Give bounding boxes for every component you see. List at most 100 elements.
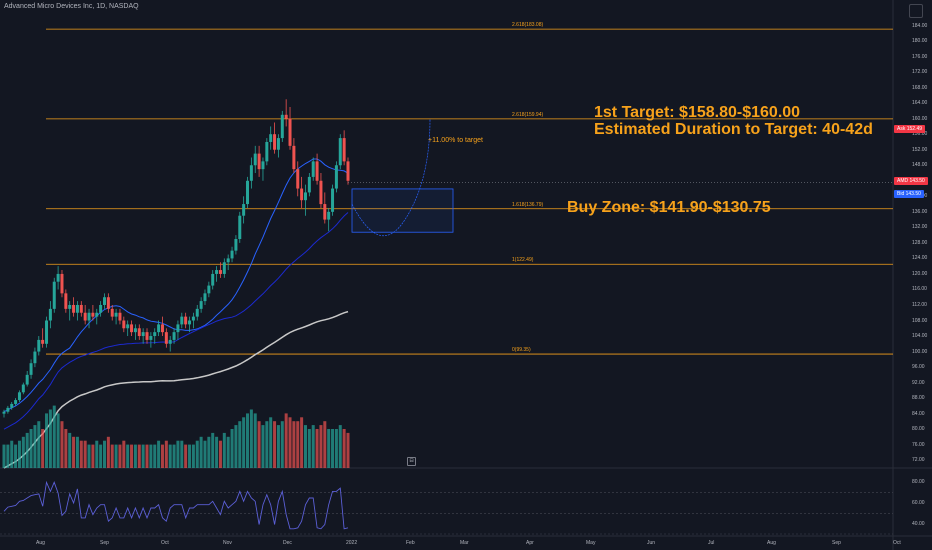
candle-body	[276, 138, 280, 150]
volume-bar	[29, 429, 33, 468]
candle-body	[141, 332, 145, 337]
volume-bar	[288, 417, 292, 468]
candle-body	[319, 180, 323, 205]
price-axis-tick: 112.00	[912, 301, 927, 308]
candle-body	[106, 297, 110, 309]
volume-bar	[122, 440, 126, 468]
candle-body	[215, 270, 219, 274]
volume-bar	[280, 421, 284, 468]
volume-bar	[64, 429, 68, 468]
candle-body	[253, 153, 257, 166]
price-axis-tick: 120.00	[912, 270, 928, 277]
candle-body	[99, 304, 103, 313]
volume-bar	[207, 436, 211, 468]
projection-path	[351, 118, 431, 237]
price-axis-tick: 180.00	[912, 38, 928, 45]
price-axis-tick: 132.00	[912, 224, 928, 231]
candle-body	[303, 192, 307, 201]
candle-body	[315, 161, 319, 181]
time-axis-tick: Nov	[223, 540, 232, 546]
volume-bar	[110, 444, 114, 468]
price-axis-tick: 156.00	[912, 131, 928, 138]
volume-bar	[41, 429, 45, 468]
buy-zone-box	[351, 188, 454, 233]
candle-body	[6, 407, 10, 412]
candle-body	[331, 188, 335, 212]
candle-body	[172, 332, 176, 340]
candle-body	[195, 308, 199, 317]
price-axis-tick: 84.00	[912, 410, 925, 417]
volume-bar	[102, 440, 106, 468]
collapse-pane-button[interactable]: ⊟	[407, 457, 416, 466]
candle-body	[296, 169, 300, 189]
candle-body	[79, 304, 83, 313]
candle-body	[118, 312, 122, 321]
volume-bar	[164, 440, 168, 468]
volume-bar	[311, 425, 315, 468]
time-axis-tick: Dec	[283, 540, 292, 546]
candle-body	[56, 273, 60, 282]
volume-bar	[168, 444, 172, 468]
candle-body	[226, 258, 230, 263]
fib-level-label: 2.618(183.08)	[512, 22, 544, 29]
candle-body	[284, 114, 288, 119]
volume-bar	[75, 436, 79, 468]
volume-bar	[99, 444, 103, 468]
volume-bar	[249, 409, 253, 468]
volume-bar	[33, 425, 37, 468]
time-axis-tick: Oct	[161, 540, 169, 546]
first-target-text: 1st Target: $158.80-$160.00	[594, 104, 801, 121]
volume-bar	[300, 417, 304, 468]
volume-bar	[160, 444, 164, 468]
volume-bar	[238, 421, 242, 468]
candle-body	[203, 293, 207, 302]
volume-bar	[2, 444, 6, 468]
candle-body	[269, 134, 273, 142]
candle-body	[133, 328, 137, 333]
volume-bar	[215, 436, 219, 468]
candle-body	[238, 215, 242, 239]
buy-zone-annotation: Buy Zone: $141.90-$130.75	[567, 199, 771, 216]
volume-bar	[342, 429, 346, 468]
price-axis-tick: 124.00	[912, 255, 928, 262]
candle-body	[234, 239, 238, 251]
rsi-axis-tick: 60.00	[912, 500, 925, 506]
fib-level-label: 1.618(136.79)	[512, 201, 544, 208]
volume-bar	[284, 413, 288, 468]
settings-button[interactable]	[909, 4, 923, 18]
volume-bar	[95, 440, 99, 468]
volume-bar	[6, 444, 10, 468]
ma-slow-line	[3, 310, 349, 469]
candle-body	[222, 262, 226, 274]
volume-bar	[276, 425, 280, 468]
time-axis-tick: Aug	[36, 540, 45, 546]
volume-bar	[246, 413, 250, 468]
volume-bar	[230, 429, 234, 468]
candle-body	[10, 403, 14, 408]
candle-body	[338, 138, 342, 166]
candle-body	[160, 324, 164, 333]
bid-badge: Bid 143.50	[894, 190, 924, 198]
volume-bar	[292, 421, 296, 468]
volume-bar	[338, 425, 342, 468]
price-axis-tick: 184.00	[912, 22, 928, 29]
price-axis-tick: 104.00	[912, 333, 928, 340]
candle-body	[64, 293, 68, 309]
candle-body	[75, 304, 79, 313]
volume-bar	[172, 444, 176, 468]
volume-bar	[118, 444, 122, 468]
volume-bar	[106, 436, 110, 468]
volume-bar	[323, 421, 327, 468]
price-axis-tick: 136.00	[912, 208, 928, 215]
ask-badge: Ask 152.49	[894, 125, 926, 133]
candle-body	[211, 273, 215, 286]
price-axis-tick: 76.00	[912, 441, 925, 448]
rsi-axis-tick: 80.00	[912, 479, 925, 486]
candle-body	[83, 312, 87, 321]
volume-bar	[222, 432, 226, 468]
volume-bar	[315, 429, 319, 468]
price-axis-tick: 100.00	[912, 348, 928, 355]
volume-bar	[79, 440, 83, 468]
candle-body	[180, 316, 184, 325]
